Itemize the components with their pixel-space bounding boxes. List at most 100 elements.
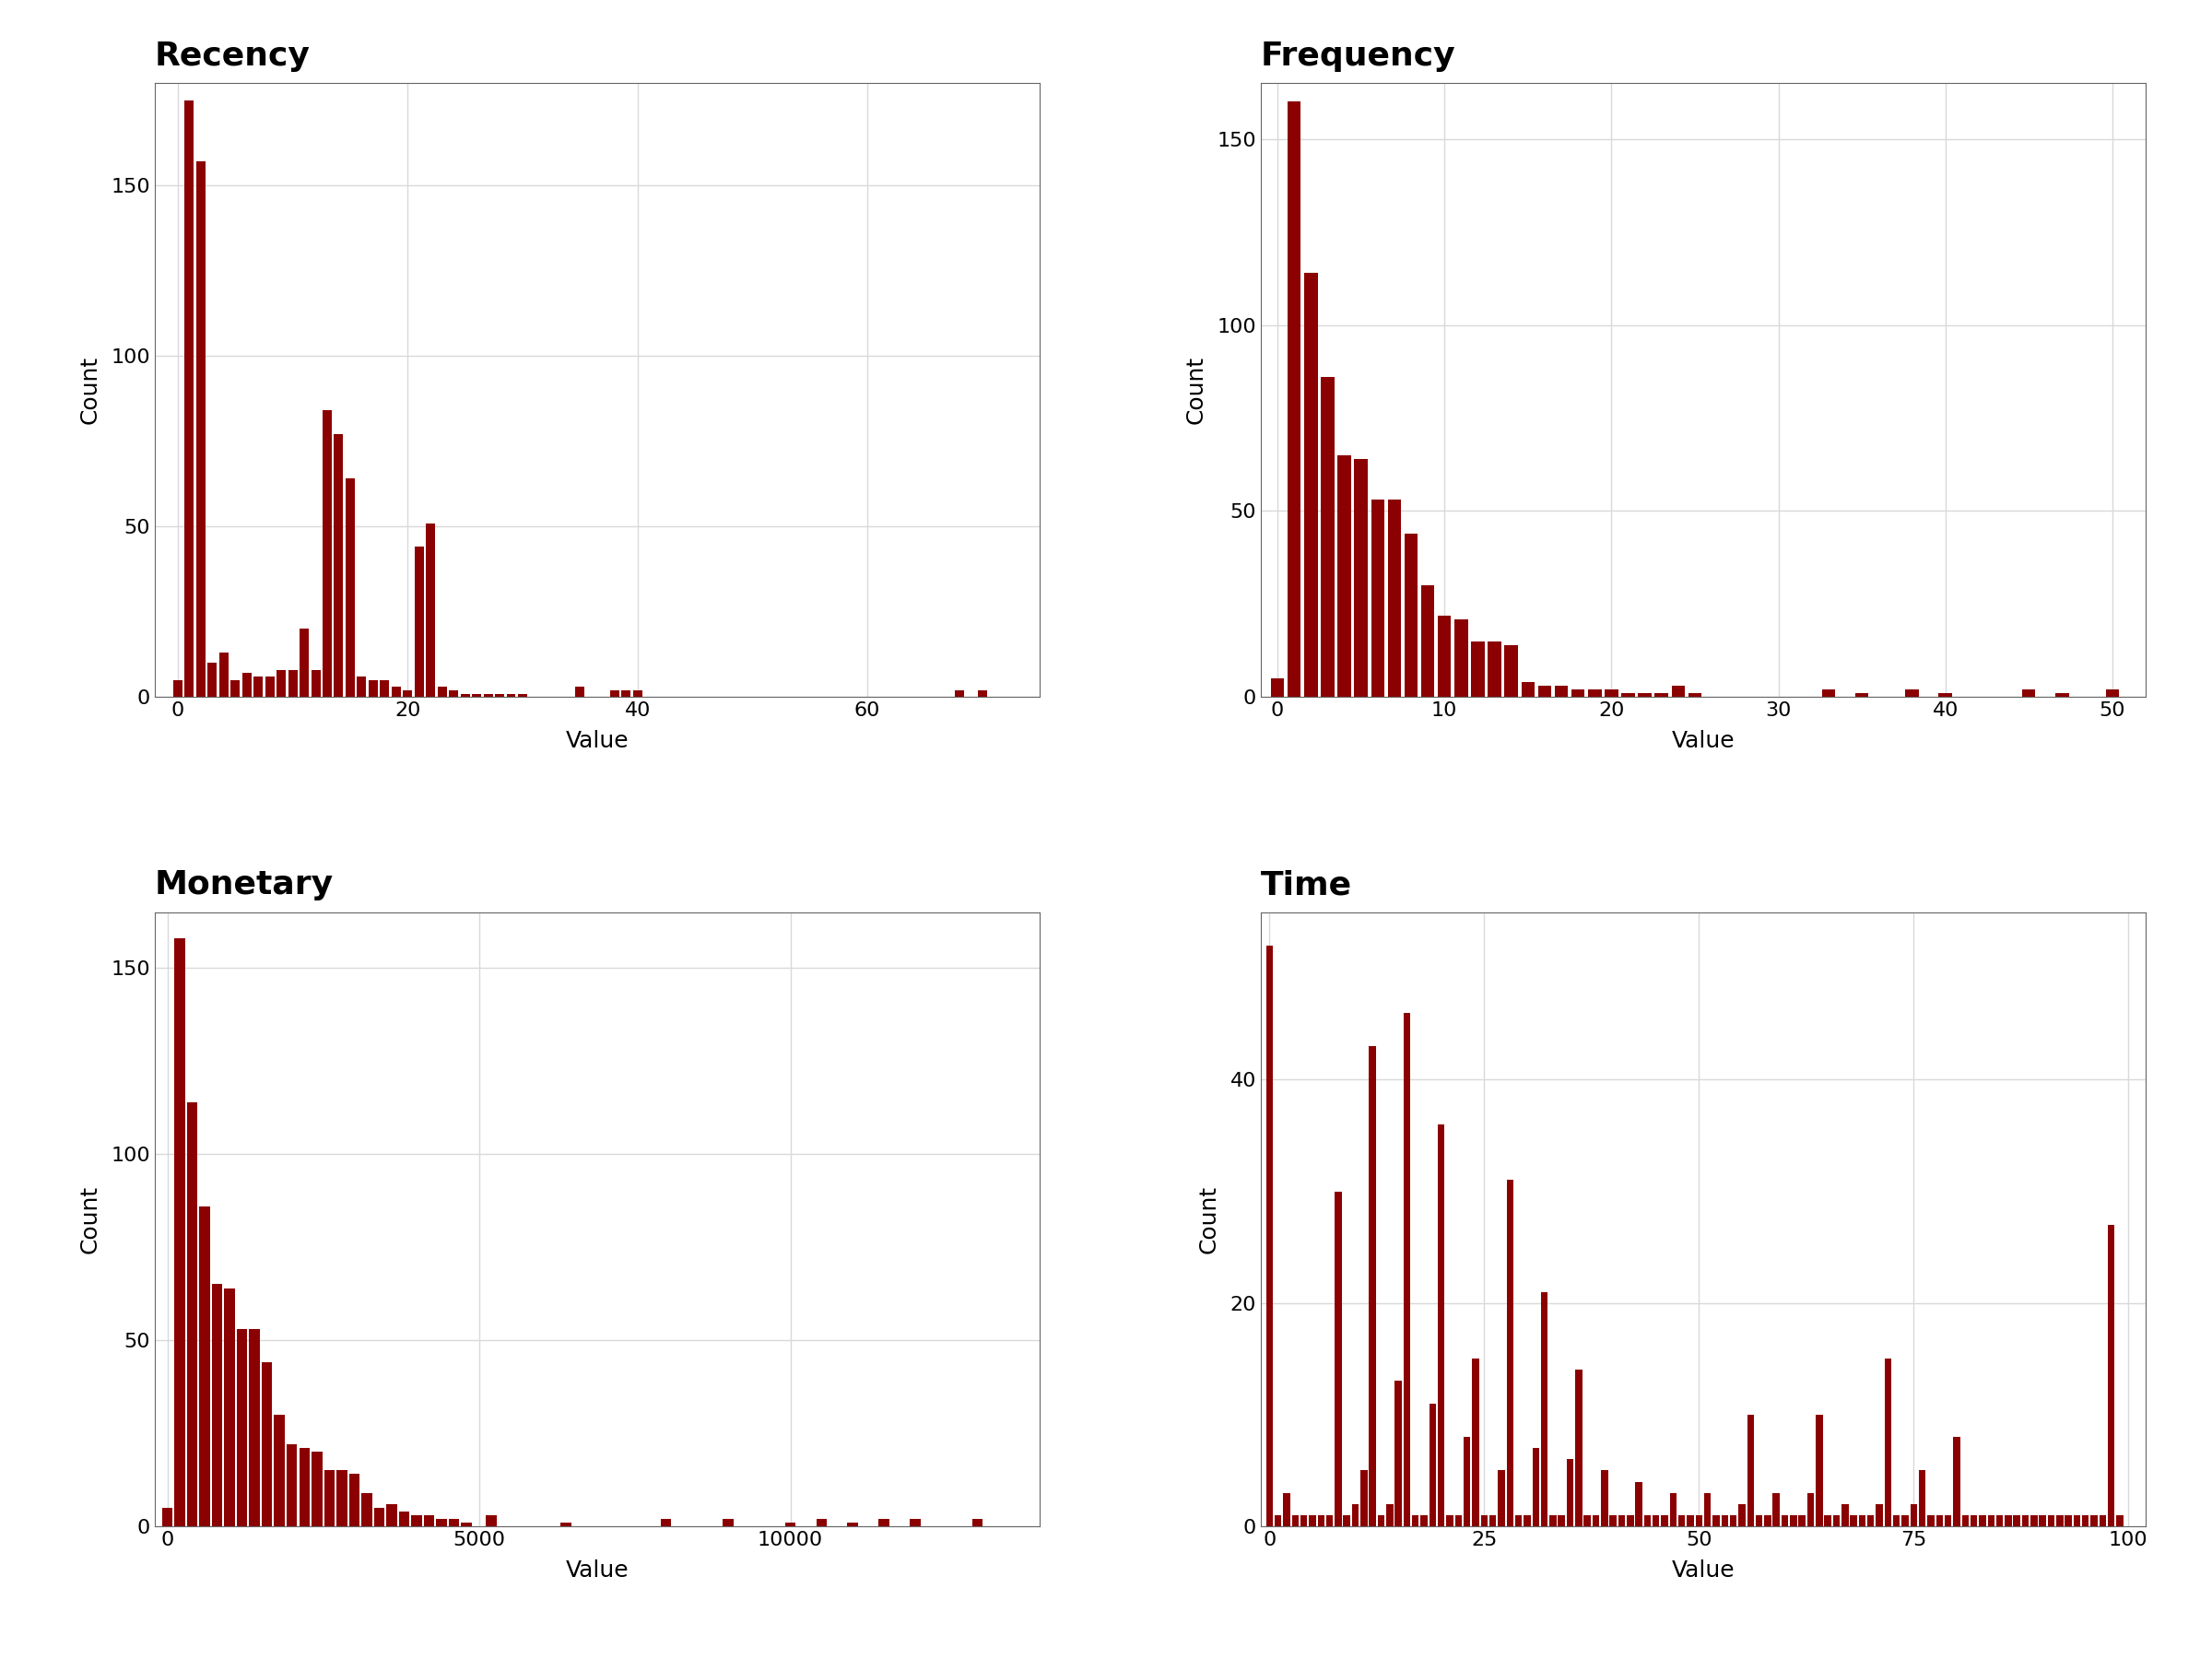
Bar <box>173 680 181 697</box>
Bar <box>274 1415 285 1526</box>
Bar <box>1455 1515 1462 1526</box>
Bar <box>212 1284 223 1526</box>
Bar <box>1369 1047 1376 1526</box>
Bar <box>1635 1481 1641 1526</box>
Bar <box>460 1523 471 1526</box>
Text: Monetary: Monetary <box>155 869 334 901</box>
Bar <box>1305 272 1318 697</box>
Bar <box>507 693 515 697</box>
Bar <box>199 1206 210 1526</box>
Bar <box>956 690 964 697</box>
Bar <box>334 435 343 697</box>
Y-axis label: Count: Count <box>1199 1185 1221 1253</box>
Bar <box>1980 1515 1986 1526</box>
Bar <box>1781 1515 1787 1526</box>
Bar <box>1807 1493 1814 1526</box>
X-axis label: Value: Value <box>1672 1559 1734 1581</box>
Bar <box>349 1475 361 1526</box>
Bar <box>2031 1515 2037 1526</box>
Bar <box>1962 1515 1969 1526</box>
Bar <box>1843 1505 1849 1526</box>
Bar <box>219 652 228 697</box>
Bar <box>1703 1493 1710 1526</box>
Bar <box>1588 690 1601 697</box>
Bar <box>1405 533 1418 697</box>
Bar <box>1936 1515 1942 1526</box>
Bar <box>1555 685 1568 697</box>
Bar <box>1354 460 1367 697</box>
Bar <box>387 1505 396 1526</box>
Bar <box>1292 1515 1298 1526</box>
Bar <box>878 1520 889 1526</box>
Text: Frequency: Frequency <box>1261 40 1455 71</box>
Bar <box>1953 1437 1960 1526</box>
Bar <box>223 1287 234 1526</box>
Bar <box>299 629 310 697</box>
Bar <box>1318 1515 1325 1526</box>
Bar <box>1387 499 1400 697</box>
Bar <box>1858 1515 1865 1526</box>
Bar <box>1893 1515 1900 1526</box>
Bar <box>1274 1515 1281 1526</box>
Bar <box>1739 1505 1745 1526</box>
Bar <box>1584 1515 1590 1526</box>
Bar <box>369 680 378 697</box>
Bar <box>487 1515 498 1526</box>
Bar <box>633 690 641 697</box>
Bar <box>2117 1515 2124 1526</box>
X-axis label: Value: Value <box>1672 730 1734 753</box>
Bar <box>1918 1470 1927 1526</box>
Bar <box>230 680 239 697</box>
Bar <box>1557 1515 1564 1526</box>
Bar <box>1825 1515 1832 1526</box>
Bar <box>1515 1515 1522 1526</box>
Bar <box>2057 1515 2064 1526</box>
Bar <box>208 664 217 697</box>
Bar <box>1524 1515 1531 1526</box>
Bar <box>1971 1515 1978 1526</box>
Y-axis label: Count: Count <box>1186 357 1208 425</box>
Bar <box>1721 1515 1728 1526</box>
Bar <box>1816 1415 1823 1526</box>
Bar <box>723 1520 734 1526</box>
Bar <box>261 1362 272 1526</box>
Bar <box>1489 642 1502 697</box>
Text: Recency: Recency <box>155 40 310 71</box>
Bar <box>2108 1224 2115 1526</box>
Bar <box>1995 1515 2004 1526</box>
Bar <box>1679 1515 1686 1526</box>
Bar <box>622 690 630 697</box>
X-axis label: Value: Value <box>566 730 628 753</box>
Bar <box>1905 690 1918 697</box>
Bar <box>361 1493 372 1526</box>
Bar <box>1790 1515 1796 1526</box>
Bar <box>356 677 367 697</box>
Bar <box>1387 1505 1394 1526</box>
Bar <box>1661 1515 1668 1526</box>
Bar <box>1621 693 1635 697</box>
Bar <box>2081 1515 2088 1526</box>
Bar <box>1798 1515 1805 1526</box>
Bar <box>345 479 354 697</box>
X-axis label: Value: Value <box>566 1559 628 1581</box>
Bar <box>1604 690 1619 697</box>
Bar <box>1489 1515 1495 1526</box>
Bar <box>471 693 482 697</box>
Bar <box>427 523 436 697</box>
Bar <box>495 693 504 697</box>
Bar <box>411 1515 422 1526</box>
Bar <box>1402 1012 1411 1526</box>
Bar <box>1688 1515 1694 1526</box>
Bar <box>241 674 252 697</box>
Bar <box>971 1520 982 1526</box>
Bar <box>1464 1437 1471 1526</box>
Bar <box>323 410 332 697</box>
Bar <box>1327 1515 1334 1526</box>
Text: Time: Time <box>1261 869 1352 901</box>
Bar <box>1360 1470 1367 1526</box>
Bar <box>2048 1515 2055 1526</box>
Bar <box>518 693 526 697</box>
Bar <box>1610 1515 1617 1526</box>
Bar <box>1287 101 1301 697</box>
Bar <box>374 1508 385 1526</box>
